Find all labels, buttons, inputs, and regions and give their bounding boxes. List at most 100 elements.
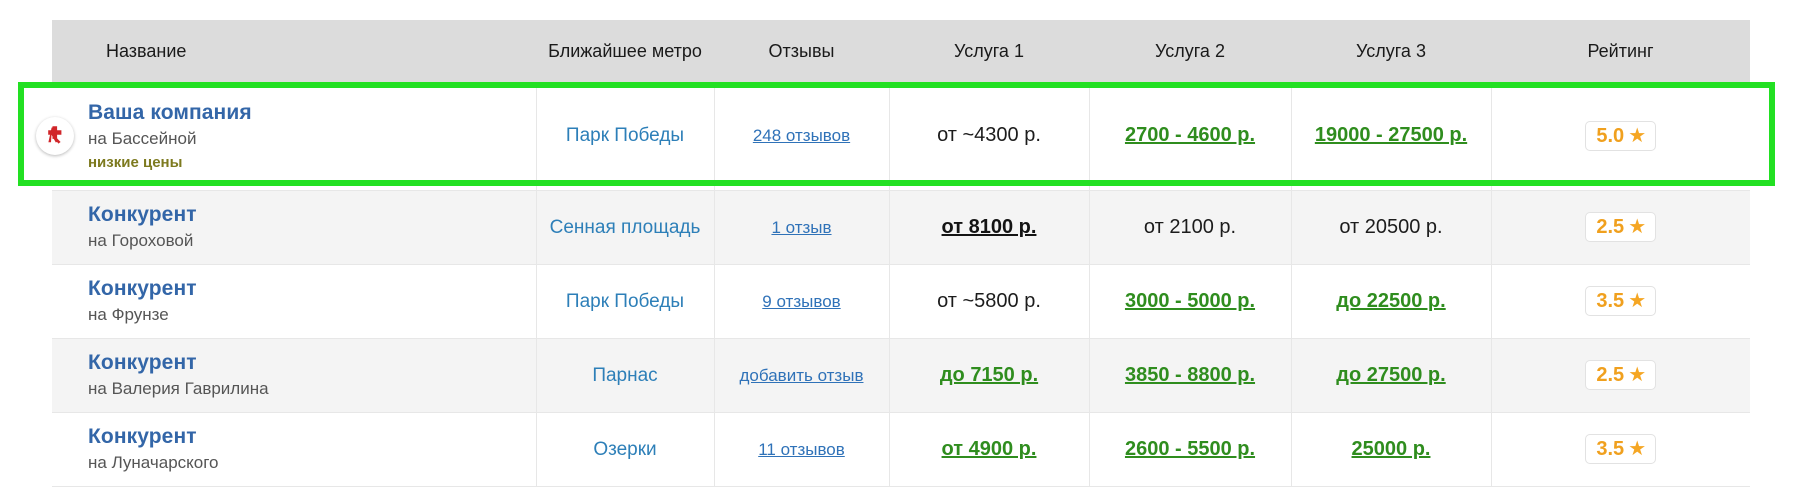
rating-badge: 3.5 ★ — [1585, 286, 1657, 316]
table-header-row: Название Ближайшее метро Отзывы Услуга 1… — [52, 20, 1750, 82]
service-2-price[interactable]: 3850 - 8800 р. — [1124, 363, 1256, 386]
company-name-link[interactable]: Конкурент — [88, 203, 197, 227]
service-3-price[interactable]: до 27500 р. — [1336, 363, 1446, 386]
table-row[interactable]: Конкурент на Фрунзе Парк Победы 9 отзыво… — [52, 264, 1750, 339]
reviews-cell: 1 отзыв — [713, 190, 889, 265]
table-body: Ваша компания на Бассейной низкие цены П… — [36, 82, 1750, 487]
company-tag-badge: низкие цены — [88, 153, 183, 171]
service-3-cell: до 27500 р. — [1290, 338, 1491, 413]
rating-badge: 3.5 ★ — [1585, 434, 1657, 464]
column-header-reviews: Отзывы — [714, 20, 889, 82]
service-2-cell: от 2100 р. — [1088, 190, 1291, 265]
rating-value: 2.5 — [1596, 364, 1625, 386]
rating-badge: 2.5 ★ — [1585, 360, 1657, 390]
star-icon: ★ — [1628, 290, 1647, 312]
service-1-cell: до 7150 р. — [888, 338, 1089, 413]
service-1-price: от ~4300 р. — [937, 124, 1041, 147]
table-row[interactable]: Конкурент на Валерия Гаврилина Парнас до… — [52, 338, 1750, 413]
company-address: на Фрунзе — [88, 305, 169, 325]
company-cell: Конкурент на Луначарского — [52, 412, 536, 487]
reviews-link[interactable]: 9 отзывов — [762, 291, 841, 311]
service-1-cell: от ~5800 р. — [888, 264, 1089, 339]
rating-value: 2.5 — [1596, 216, 1625, 238]
reviews-link[interactable]: 1 отзыв — [771, 217, 832, 237]
service-2-price[interactable]: 2700 - 4600 р. — [1124, 124, 1256, 147]
metro-cell: Парк Победы — [535, 82, 714, 191]
column-header-service-3: Услуга 3 — [1291, 20, 1491, 82]
company-logo-icon — [36, 116, 74, 155]
service-3-price: от 20500 р. — [1339, 215, 1443, 238]
table-header: Название Ближайшее метро Отзывы Услуга 1… — [52, 20, 1750, 82]
service-2-cell: 2600 - 5500 р. — [1088, 412, 1291, 487]
company-name-link[interactable]: Конкурент — [88, 351, 197, 375]
metro-link[interactable]: Озерки — [593, 438, 657, 460]
rating-badge: 2.5 ★ — [1585, 212, 1657, 242]
reviews-cell: 248 отзывов — [713, 82, 889, 191]
company-name-block: Конкурент на Луначарского — [88, 424, 528, 474]
service-2-price[interactable]: 2600 - 5500 р. — [1124, 437, 1256, 460]
service-1-price[interactable]: до 7150 р. — [939, 363, 1039, 386]
service-2-cell: 2700 - 4600 р. — [1088, 82, 1291, 191]
company-name-link[interactable]: Конкурент — [88, 425, 197, 449]
metro-link[interactable]: Сенная площадь — [549, 216, 701, 238]
table-row-own-company[interactable]: Ваша компания на Бассейной низкие цены П… — [36, 82, 1750, 191]
company-cell: Ваша компания на Бассейной низкие цены — [36, 82, 536, 191]
column-header-metro: Ближайшее метро — [536, 20, 714, 82]
metro-cell: Озерки — [535, 412, 714, 487]
service-1-price[interactable]: от 8100 р. — [941, 215, 1037, 238]
rating-cell: 3.5 ★ — [1490, 264, 1750, 339]
metro-link[interactable]: Парнас — [592, 364, 658, 386]
service-1-cell: от ~4300 р. — [888, 82, 1089, 191]
service-3-cell: 25000 р. — [1290, 412, 1491, 487]
reviews-link[interactable]: 248 отзывов — [752, 126, 851, 146]
table-row[interactable]: Конкурент на Луначарского Озерки 11 отзы… — [52, 412, 1750, 487]
service-3-cell: 19000 - 27500 р. — [1290, 82, 1491, 191]
reviews-link[interactable]: 11 отзывов — [758, 439, 845, 459]
service-1-cell: от 4900 р. — [888, 412, 1089, 487]
service-2-cell: 3000 - 5000 р. — [1088, 264, 1291, 339]
metro-link[interactable]: Парк Победы — [565, 125, 685, 147]
metro-cell: Сенная площадь — [535, 190, 714, 265]
service-3-price[interactable]: 25000 р. — [1351, 437, 1431, 460]
metro-cell: Парнас — [535, 338, 714, 413]
service-2-price[interactable]: 3000 - 5000 р. — [1124, 289, 1256, 312]
company-cell: Конкурент на Гороховой — [52, 190, 536, 265]
service-1-price[interactable]: от 4900 р. — [941, 437, 1037, 460]
company-name-block: Конкурент на Фрунзе — [88, 276, 528, 326]
rating-value: 5.0 — [1596, 124, 1625, 147]
competitor-comparison-table: Название Ближайшее метро Отзывы Услуга 1… — [36, 20, 1750, 487]
company-name-link[interactable]: Ваша компания — [88, 100, 252, 124]
service-2-cell: 3850 - 8800 р. — [1088, 338, 1291, 413]
company-address: на Бассейной — [88, 129, 197, 149]
company-name-block: Ваша компания на Бассейной низкие цены — [88, 100, 528, 172]
service-3-cell: до 22500 р. — [1290, 264, 1491, 339]
column-header-rating: Рейтинг — [1491, 20, 1750, 82]
column-header-service-1: Услуга 1 — [889, 20, 1089, 82]
rating-cell: 2.5 ★ — [1490, 338, 1750, 413]
rating-cell: 2.5 ★ — [1490, 190, 1750, 265]
company-cell: Конкурент на Валерия Гаврилина — [52, 338, 536, 413]
service-3-price[interactable]: до 22500 р. — [1336, 289, 1446, 312]
column-header-name: Название — [52, 20, 536, 82]
star-icon: ★ — [1628, 438, 1647, 460]
company-name-block: Конкурент на Валерия Гаврилина — [88, 350, 528, 400]
rating-badge: 5.0 ★ — [1585, 120, 1657, 151]
rating-cell: 3.5 ★ — [1490, 412, 1750, 487]
service-1-cell: от 8100 р. — [888, 190, 1089, 265]
metro-cell: Парк Победы — [535, 264, 714, 339]
service-3-cell: от 20500 р. — [1290, 190, 1491, 265]
add-review-link[interactable]: добавить отзыв — [739, 365, 864, 385]
star-icon: ★ — [1628, 124, 1647, 147]
table-row[interactable]: Конкурент на Гороховой Сенная площадь 1 … — [52, 190, 1750, 265]
reviews-cell: 11 отзывов — [713, 412, 889, 487]
company-name-link[interactable]: Конкурент — [88, 277, 197, 301]
metro-link[interactable]: Парк Победы — [565, 290, 685, 312]
company-address: на Луначарского — [88, 453, 219, 473]
company-address: на Гороховой — [88, 231, 194, 251]
rating-value: 3.5 — [1596, 438, 1625, 460]
company-cell: Конкурент на Фрунзе — [52, 264, 536, 339]
service-2-price: от 2100 р. — [1143, 215, 1237, 238]
column-header-service-2: Услуга 2 — [1089, 20, 1291, 82]
service-3-price[interactable]: 19000 - 27500 р. — [1314, 124, 1468, 147]
